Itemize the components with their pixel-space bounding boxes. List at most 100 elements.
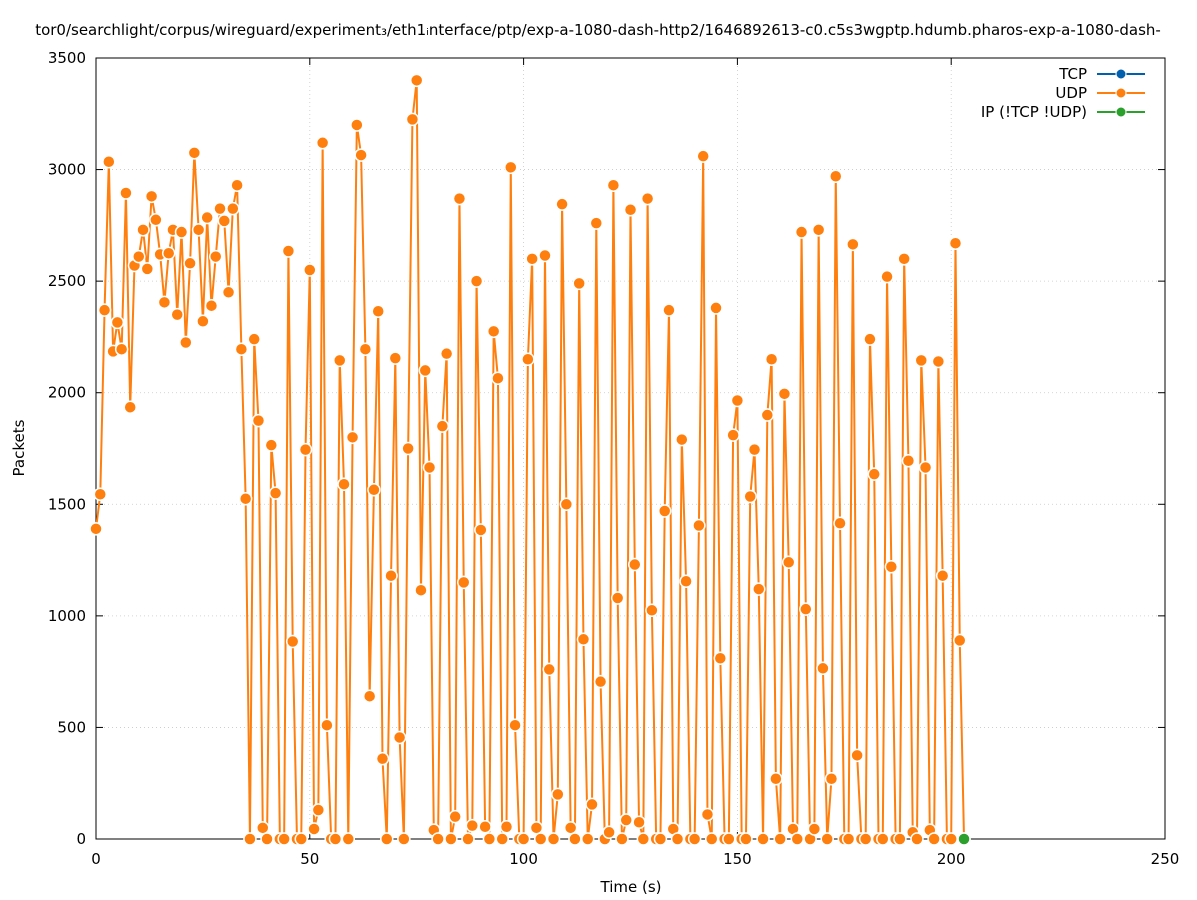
data-point [533, 832, 548, 846]
data-point [358, 342, 373, 356]
data-point [619, 813, 633, 827]
x-axis-title: Time (s) [600, 878, 662, 896]
data-point [756, 832, 770, 846]
data-point [525, 252, 539, 266]
data-point [448, 809, 462, 824]
data-point [311, 803, 326, 817]
series-layer [89, 73, 971, 846]
y-tick-label: 0 [76, 830, 86, 848]
data-point [435, 419, 450, 433]
data-point [841, 832, 856, 846]
data-point [491, 371, 505, 385]
data-point [799, 602, 813, 616]
data-point [657, 504, 672, 518]
data-point [341, 832, 356, 846]
data-point [191, 223, 206, 237]
data-point [931, 354, 946, 369]
data-point [709, 301, 723, 315]
data-point [230, 178, 244, 192]
data-point [893, 832, 907, 846]
data-point [722, 832, 736, 846]
data-point [529, 821, 544, 835]
data-point [576, 632, 591, 647]
data-point [409, 73, 424, 88]
data-point [563, 821, 578, 835]
data-point [538, 248, 552, 263]
data-point [452, 191, 467, 206]
data-point [953, 633, 967, 648]
x-tick-label: 100 [509, 850, 538, 868]
data-point [713, 651, 728, 666]
data-point [747, 442, 762, 457]
data-point [260, 832, 274, 846]
data-point [559, 497, 574, 512]
data-point [675, 432, 689, 447]
data-point [439, 346, 454, 361]
data-point [298, 442, 313, 457]
data-point [486, 324, 501, 339]
data-point [606, 178, 621, 192]
data-point [256, 821, 270, 835]
data-point [303, 263, 317, 277]
data-point [431, 832, 445, 846]
data-point [482, 832, 497, 846]
data-point [350, 118, 364, 132]
data-point [221, 285, 236, 300]
data-point [914, 353, 929, 368]
data-point [234, 342, 249, 356]
data-point [281, 244, 296, 258]
data-point [790, 832, 805, 846]
data-point [136, 223, 150, 237]
data-point [392, 730, 407, 745]
data-point [679, 574, 693, 589]
data-point [726, 428, 740, 442]
data-point [585, 797, 599, 812]
data-point [504, 160, 518, 175]
data-point [546, 832, 561, 846]
x-tick-label: 250 [1151, 850, 1180, 868]
data-point [247, 332, 261, 346]
data-point [863, 332, 877, 346]
x-tick-label: 50 [300, 850, 319, 868]
data-point [602, 825, 616, 840]
data-point [910, 832, 924, 846]
data-point [769, 772, 783, 786]
data-point [110, 315, 125, 330]
data-point [521, 352, 535, 366]
data-point [405, 112, 420, 127]
legend-marker [1115, 87, 1127, 99]
data-point [93, 487, 108, 501]
data-point [251, 413, 266, 428]
data-point [371, 304, 385, 319]
data-point [858, 832, 873, 846]
data-point [687, 832, 702, 846]
data-point [183, 256, 197, 271]
data-point [692, 518, 706, 533]
data-point [149, 213, 163, 227]
data-point [367, 483, 381, 497]
data-point [397, 832, 411, 846]
data-point [294, 832, 308, 846]
data-point [320, 718, 334, 732]
data-point [811, 223, 826, 237]
data-point [935, 568, 950, 583]
legend-label: TCP [1058, 65, 1087, 83]
data-point [384, 568, 398, 583]
data-point [816, 661, 830, 676]
data-point [89, 522, 103, 536]
data-point [850, 748, 864, 763]
data-point [461, 832, 475, 846]
data-point [777, 387, 792, 401]
y-axis-title: Packets [10, 419, 28, 476]
data-point [653, 832, 668, 846]
data-point [781, 555, 796, 570]
data-point [773, 832, 787, 846]
data-point [867, 467, 881, 481]
data-point [623, 202, 638, 217]
data-point [833, 516, 847, 531]
data-point [315, 136, 330, 150]
series-1 [89, 73, 971, 846]
y-tick-label: 1500 [48, 495, 86, 513]
